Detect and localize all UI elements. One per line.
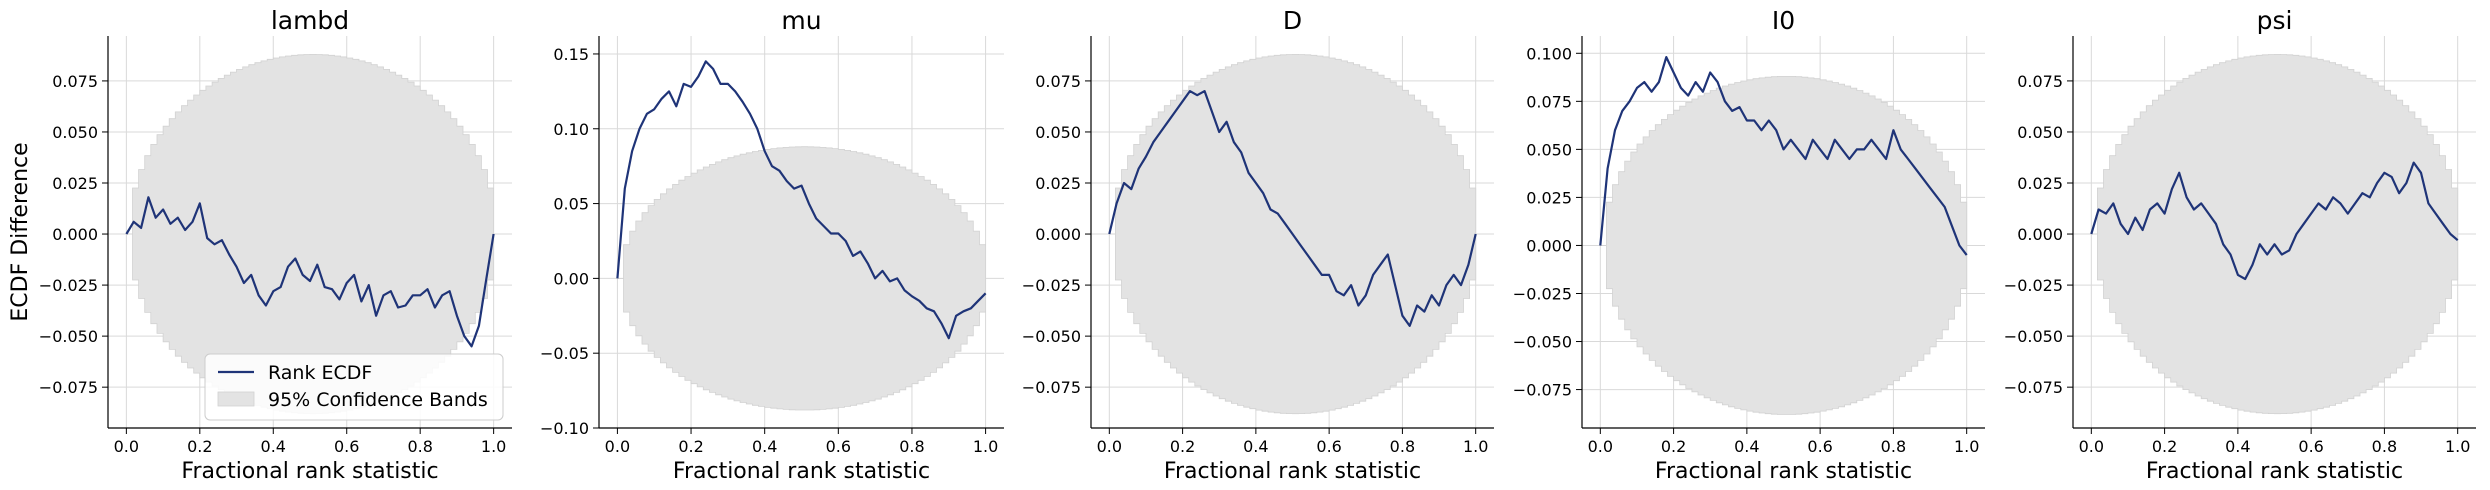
x-tick-label: 0.4 — [1734, 437, 1759, 456]
y-tick-label: 0.15 — [553, 45, 589, 64]
panel-title: D — [1283, 6, 1302, 35]
confidence-band — [2091, 54, 2459, 415]
x-tick-label: 0.0 — [1097, 437, 1122, 456]
x-tick-label: 0.0 — [1588, 437, 1613, 456]
y-tick-label: 0.05 — [553, 195, 589, 214]
legend-band-swatch — [217, 391, 255, 407]
x-tick-label: 0.2 — [1661, 437, 1686, 456]
panel-title: mu — [781, 6, 821, 35]
y-tick-label: 0.050 — [2017, 123, 2063, 142]
y-tick-label: −0.050 — [1022, 327, 1081, 346]
x-tick-label: 0.6 — [2298, 437, 2323, 456]
legend-frame — [204, 353, 504, 421]
y-tick-label: 0.000 — [52, 225, 98, 244]
y-tick-label: 0.075 — [1035, 72, 1081, 91]
x-tick-label: 0.6 — [1316, 437, 1341, 456]
legend-label-confidence-bands: 95% Confidence Bands — [268, 389, 488, 411]
y-tick-label: 0.100 — [1526, 44, 1572, 63]
y-tick-label: −0.025 — [39, 276, 98, 295]
y-tick-label: 0.025 — [2017, 174, 2063, 193]
y-tick-label: −0.075 — [1022, 378, 1081, 397]
y-tick-label: 0.075 — [52, 72, 98, 91]
x-tick-label: 0.8 — [899, 437, 924, 456]
x-tick-label: 0.0 — [2079, 437, 2104, 456]
y-tick-label: 0.025 — [1035, 174, 1081, 193]
x-tick-label: 0.0 — [114, 437, 139, 456]
x-tick-label: 0.8 — [2372, 437, 2397, 456]
x-tick-label: 0.4 — [752, 437, 777, 456]
rank-ecdf-line — [125, 196, 495, 348]
y-tick-label: −0.10 — [540, 419, 589, 438]
x-axis-label: Fractional rank statistic — [1655, 459, 1912, 484]
y-tick-label: 0.025 — [1526, 188, 1572, 207]
x-tick-label: 0.6 — [334, 437, 359, 456]
x-tick-label: 0.4 — [2225, 437, 2250, 456]
ecdf-panel-mu: 0.0 0.2 0.4 0.6 0.8 1.0 −0.10 −0.05 0.00 0.05 0.10… — [540, 6, 1004, 484]
y-tick-label: 0.10 — [553, 120, 589, 139]
x-tick-label: 0.2 — [187, 437, 212, 456]
rank-ecdf-line — [1599, 56, 1968, 256]
x-tick-label: 0.8 — [1390, 437, 1415, 456]
y-tick-label: 0.000 — [1035, 225, 1081, 244]
y-tick-label: −0.05 — [540, 344, 589, 363]
confidence-band — [1600, 76, 1968, 415]
x-tick-label: 1.0 — [1463, 437, 1488, 456]
x-tick-label: 1.0 — [481, 437, 506, 456]
confidence-band — [617, 146, 986, 411]
y-tick-label: 0.050 — [1035, 123, 1081, 142]
y-tick-label: 0.075 — [2017, 72, 2063, 91]
x-tick-label: 0.8 — [1881, 437, 1906, 456]
x-tick-label: 0.2 — [2152, 437, 2177, 456]
y-tick-label: −0.025 — [2004, 276, 2063, 295]
x-tick-label: 0.0 — [605, 437, 630, 456]
x-tick-label: 1.0 — [973, 437, 998, 456]
y-tick-label: −0.050 — [2004, 327, 2063, 346]
y-tick-label: 0.075 — [1526, 92, 1572, 111]
y-tick-label: 0.050 — [52, 123, 98, 142]
x-axis-label: Fractional rank statistic — [673, 459, 930, 484]
y-tick-label: 0.050 — [1526, 140, 1572, 159]
x-tick-label: 0.6 — [1807, 437, 1832, 456]
y-axis-label: ECDF Difference — [8, 142, 33, 321]
x-tick-label: 0.2 — [678, 437, 703, 456]
y-tick-label: −0.075 — [2004, 378, 2063, 397]
x-tick-label: 0.4 — [261, 437, 286, 456]
x-tick-label: 0.8 — [407, 437, 432, 456]
y-tick-label: −0.050 — [39, 327, 98, 346]
x-tick-label: 0.2 — [1170, 437, 1195, 456]
x-axis-label: Fractional rank statistic — [2146, 459, 2403, 484]
x-axis-label: Fractional rank statistic — [181, 459, 438, 484]
panel-title: I0 — [1772, 6, 1795, 35]
y-tick-label: 0.000 — [2017, 225, 2063, 244]
y-tick-label: −0.075 — [1513, 381, 1572, 400]
ecdf-panel-lambd: 0.0 0.2 0.4 0.6 0.8 1.0 −0.075 −0.050 −0.025 0.00… — [39, 6, 512, 484]
x-axis-label: Fractional rank statistic — [1164, 459, 1421, 484]
y-tick-label: 0.00 — [553, 269, 589, 288]
y-tick-label: 0.000 — [1526, 236, 1572, 255]
panel-title: lambd — [271, 6, 349, 35]
y-tick-label: −0.025 — [1022, 276, 1081, 295]
legend-label-rank-ecdf: Rank ECDF — [268, 362, 372, 384]
y-tick-label: −0.025 — [1513, 284, 1572, 303]
y-tick-label: 0.025 — [52, 174, 98, 193]
y-tick-label: −0.050 — [1513, 333, 1572, 352]
y-tick-label: −0.075 — [39, 378, 98, 397]
rank-ecdf-line — [1108, 90, 1477, 327]
x-tick-label: 1.0 — [1954, 437, 1979, 456]
ecdf-panel-I0: 0.0 0.2 0.4 0.6 0.8 1.0 −0.075 −0.050 −0.025 0.00… — [1513, 6, 1985, 484]
rank-ecdf-line — [2090, 161, 2459, 281]
ecdf-panel-psi: 0.0 0.2 0.4 0.6 0.8 1.0 −0.075 −0.050 −0.025 0.00… — [2004, 6, 2476, 484]
x-tick-label: 0.4 — [1243, 437, 1268, 456]
x-tick-label: 1.0 — [2445, 437, 2470, 456]
legend: Rank ECDF 95% Confidence Bands — [204, 353, 504, 421]
panel-title: psi — [2257, 6, 2293, 35]
rank-ecdf-line — [616, 60, 987, 340]
ecdf-panel-D: 0.0 0.2 0.4 0.6 0.8 1.0 −0.075 −0.050 −0.025 0.00… — [1022, 6, 1494, 484]
x-tick-label: 0.6 — [826, 437, 851, 456]
